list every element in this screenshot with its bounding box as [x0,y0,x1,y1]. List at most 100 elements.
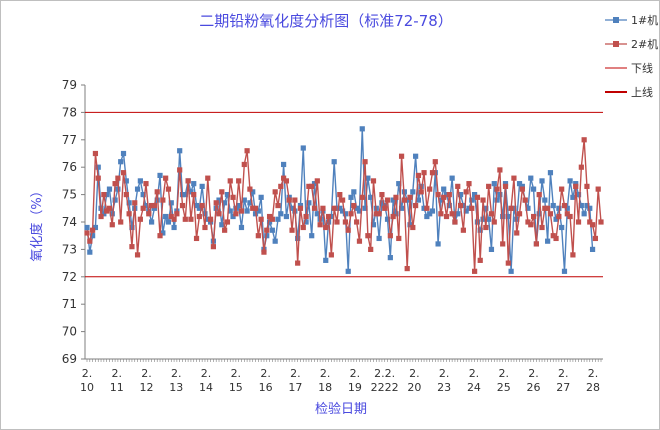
data-point [550,233,556,239]
data-point [171,216,177,222]
data-point [418,189,424,195]
data-point [368,246,374,252]
data-point [157,172,163,179]
data-point [525,219,531,225]
data-point [233,211,239,217]
data-point [106,186,113,192]
x-tick-label-top: 2.2. [374,367,395,380]
data-point [359,194,365,200]
data-point [528,175,534,181]
data-point [227,208,233,214]
data-point [519,186,525,192]
data-point [219,189,225,195]
data-point [345,268,351,274]
data-point [477,227,483,233]
data-point [410,189,416,195]
data-point [320,205,326,211]
data-point [390,213,396,220]
x-tick-label-bottom: 13 [169,381,183,394]
data-point [578,164,584,170]
data-point [328,252,334,258]
data-point [457,202,464,209]
data-point [396,235,402,242]
data-point [210,244,216,250]
data-point [435,192,441,198]
x-tick-label-bottom: 23 [437,381,451,394]
data-point [530,186,537,192]
data-point [275,216,281,222]
data-point [561,202,568,209]
data-point [497,167,503,173]
data-point [418,183,424,189]
data-point [376,235,382,242]
data-point [443,192,450,198]
data-point [528,222,534,228]
data-point [578,202,584,209]
x-tick-label-bottom: 14 [199,381,213,394]
data-point [390,197,396,203]
data-point [90,233,96,239]
data-point [283,178,290,184]
data-point [95,175,101,181]
data-point [134,186,141,192]
data-point [177,148,183,154]
data-point [536,192,542,198]
data-point [449,211,455,217]
data-point [398,153,405,159]
data-point [311,181,318,187]
data-point [309,233,315,239]
data-point [323,257,329,263]
x-tick-label-top: 2. [82,367,93,380]
data-point [432,170,438,176]
data-point [216,197,222,203]
data-point [129,224,135,231]
data-point [84,230,90,236]
data-point [432,159,438,165]
x-tick-label-top: 2. [409,367,420,380]
data-point [258,216,264,222]
data-point [339,197,346,203]
data-point [306,183,312,189]
data-point [202,224,208,231]
x-tick-label: 2.17 [288,367,302,394]
data-point [446,192,452,198]
data-point [570,194,576,200]
data-point [196,213,202,220]
data-point [309,183,315,189]
legend-entry: 2#机 [605,37,658,51]
data-point [264,227,270,233]
x-tick-label-bottom: 15 [229,381,243,394]
data-point [413,202,419,209]
data-point [213,200,219,206]
data-point [491,219,497,225]
data-point [393,194,399,200]
data-point [575,192,582,198]
data-point [104,192,110,198]
data-point [250,189,256,195]
x-tick-label-bottom: 19 [348,381,362,394]
legend-label: 下线 [631,61,653,75]
data-point [373,211,379,217]
data-point [224,192,231,198]
data-point [589,246,596,252]
data-point [219,222,225,228]
data-point [101,192,107,198]
data-point [486,183,492,189]
data-point [129,244,135,250]
x-tick-label: 2.15 [229,367,243,394]
x-tick-label: 2.24 [467,367,481,394]
data-point [115,175,121,181]
data-point [449,175,455,181]
x-tick-label-top: 2. [528,367,539,380]
data-point [205,216,211,222]
data-point [387,255,393,261]
data-point [486,216,492,222]
data-point [519,183,525,189]
x-axis-title: 检验日期 [315,401,367,417]
data-point [193,202,200,209]
data-point [300,145,306,151]
x-tick-label-top: 2. [469,367,480,380]
data-point [488,211,495,217]
data-point [286,197,292,203]
data-point [401,197,407,203]
